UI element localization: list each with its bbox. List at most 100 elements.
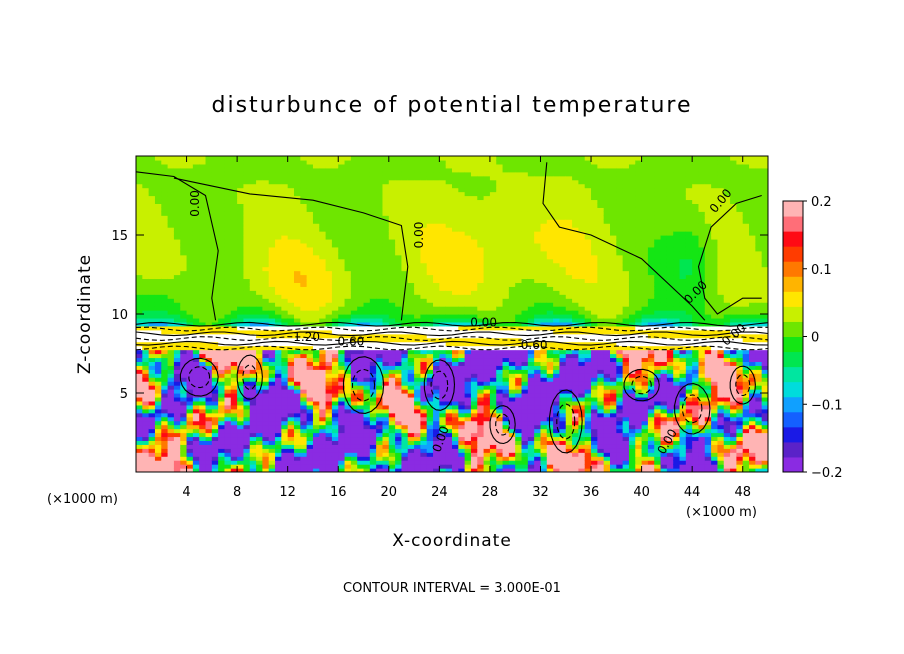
field-cell bbox=[433, 452, 440, 457]
field-cell bbox=[521, 428, 529, 434]
field-cell bbox=[186, 219, 194, 224]
field-cell bbox=[186, 444, 194, 449]
field-cell bbox=[426, 211, 434, 216]
field-cell bbox=[489, 159, 497, 165]
field-cell bbox=[350, 270, 358, 276]
field-cell bbox=[477, 389, 485, 394]
field-cell bbox=[306, 400, 314, 406]
field-cell bbox=[205, 159, 213, 165]
field-cell bbox=[186, 294, 194, 299]
field-cell bbox=[350, 156, 358, 161]
field-cell bbox=[161, 393, 169, 398]
field-cell bbox=[470, 361, 478, 366]
field-cell bbox=[224, 219, 232, 224]
field-cell bbox=[224, 365, 232, 370]
field-cell bbox=[338, 377, 346, 382]
field-cell bbox=[312, 242, 320, 248]
field-cell bbox=[344, 163, 352, 169]
field-cell bbox=[338, 235, 346, 240]
field-cell bbox=[148, 310, 156, 315]
field-cell bbox=[142, 211, 150, 216]
field-cell bbox=[275, 436, 282, 441]
field-cell bbox=[218, 400, 226, 406]
field-cell bbox=[275, 314, 282, 319]
field-cell bbox=[306, 317, 314, 323]
field-cell bbox=[521, 412, 529, 418]
field-cell bbox=[477, 361, 485, 366]
field-cell bbox=[161, 302, 169, 307]
field-cell bbox=[148, 282, 156, 287]
field-cell bbox=[508, 258, 516, 264]
field-cell bbox=[186, 191, 194, 197]
field-cell bbox=[224, 349, 232, 355]
field-cell bbox=[350, 432, 358, 438]
field-cell bbox=[275, 183, 282, 189]
field-cell bbox=[186, 448, 194, 453]
field-cell bbox=[338, 223, 346, 228]
field-cell bbox=[508, 373, 516, 378]
field-cell bbox=[192, 396, 200, 402]
field-cell bbox=[388, 314, 396, 319]
field-cell bbox=[369, 361, 377, 366]
field-cell bbox=[287, 436, 295, 441]
field-cell bbox=[142, 400, 150, 406]
field-cell bbox=[458, 389, 466, 394]
field-cell bbox=[205, 408, 213, 414]
field-cell bbox=[470, 258, 478, 264]
field-cell bbox=[515, 377, 523, 382]
field-cell bbox=[294, 159, 301, 165]
field-cell bbox=[281, 207, 289, 212]
field-cell bbox=[496, 227, 504, 232]
field-cell bbox=[142, 369, 150, 374]
field-cell bbox=[395, 357, 403, 362]
field-cell bbox=[180, 199, 188, 204]
field-cell bbox=[515, 167, 523, 173]
field-cell bbox=[173, 468, 181, 472]
field-cell bbox=[237, 329, 245, 335]
field-cell bbox=[395, 436, 403, 441]
field-cell bbox=[199, 448, 207, 453]
field-cell bbox=[376, 361, 384, 366]
field-cell bbox=[407, 404, 415, 410]
field-cell bbox=[401, 357, 409, 362]
field-cell bbox=[148, 238, 156, 244]
field-cell bbox=[426, 357, 434, 362]
field-cell bbox=[218, 385, 226, 390]
field-cell bbox=[167, 156, 175, 161]
field-cell bbox=[243, 424, 251, 430]
field-cell bbox=[445, 369, 453, 374]
field-cell bbox=[458, 317, 466, 323]
field-cell bbox=[401, 159, 409, 165]
field-cell bbox=[306, 357, 314, 362]
field-cell bbox=[167, 460, 175, 465]
field-cell bbox=[395, 270, 403, 276]
field-cell bbox=[154, 235, 162, 240]
field-cell bbox=[199, 460, 207, 465]
field-cell bbox=[325, 314, 333, 319]
field-cell bbox=[281, 179, 289, 185]
field-cell bbox=[502, 452, 510, 457]
field-cell bbox=[483, 408, 491, 414]
field-cell bbox=[414, 389, 421, 394]
field-cell bbox=[420, 389, 428, 394]
field-cell bbox=[230, 183, 238, 189]
field-cell bbox=[148, 250, 156, 256]
field-cell bbox=[230, 310, 238, 315]
field-cell bbox=[161, 369, 169, 374]
field-cell bbox=[420, 235, 428, 240]
field-cell bbox=[331, 357, 339, 362]
field-cell bbox=[268, 428, 276, 434]
field-cell bbox=[186, 436, 194, 441]
field-cell bbox=[294, 270, 301, 276]
field-cell bbox=[325, 274, 333, 280]
field-cell bbox=[275, 444, 282, 449]
field-cell bbox=[167, 329, 175, 335]
field-cell bbox=[331, 361, 339, 366]
field-cell bbox=[249, 404, 257, 410]
field-cell bbox=[363, 385, 371, 390]
field-cell bbox=[161, 389, 169, 394]
field-cell bbox=[331, 432, 339, 438]
field-cell bbox=[414, 199, 421, 204]
field-cell bbox=[414, 167, 421, 173]
field-cell bbox=[401, 238, 409, 244]
